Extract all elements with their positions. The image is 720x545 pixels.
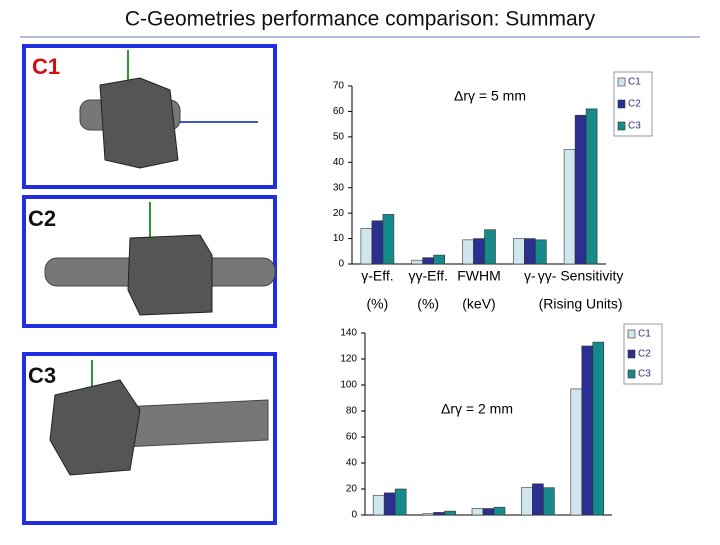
bar bbox=[523, 238, 536, 265]
bar bbox=[570, 388, 583, 516]
bar bbox=[574, 114, 587, 265]
bar bbox=[521, 487, 533, 516]
bar bbox=[484, 229, 496, 265]
legend-label: C3 bbox=[628, 121, 641, 132]
bar bbox=[433, 254, 446, 265]
y-tick-label: 70 bbox=[333, 81, 345, 92]
bar bbox=[462, 239, 474, 265]
y-tick-label: 40 bbox=[333, 157, 345, 168]
bar bbox=[473, 238, 485, 265]
y-tick-label: 30 bbox=[333, 182, 345, 193]
bar bbox=[422, 513, 434, 516]
bar bbox=[371, 220, 384, 265]
bar bbox=[372, 495, 385, 516]
slide-title: C-Geometries performance comparison: Sum… bbox=[125, 8, 596, 31]
bar bbox=[482, 508, 495, 516]
y-tick-label: 0 bbox=[351, 510, 357, 521]
bar bbox=[382, 214, 395, 265]
legend-label: C1 bbox=[628, 77, 641, 88]
bar bbox=[532, 483, 544, 516]
bar bbox=[444, 510, 456, 516]
bar bbox=[433, 512, 445, 516]
legend-swatch bbox=[627, 369, 636, 379]
bar bbox=[411, 259, 424, 265]
legend-label: C3 bbox=[638, 369, 651, 380]
panel-label: C2 bbox=[28, 206, 56, 231]
y-tick-label: 100 bbox=[340, 380, 357, 391]
x-tick-unit: (Rising Units) bbox=[539, 296, 623, 312]
bar bbox=[543, 487, 555, 516]
panel-label: C3 bbox=[28, 363, 56, 388]
bar bbox=[383, 492, 396, 516]
y-tick-label: 20 bbox=[333, 208, 345, 219]
legend-swatch bbox=[617, 121, 626, 131]
annotation: Δrγ = 5 mm bbox=[454, 88, 526, 104]
detector-image bbox=[44, 202, 276, 316]
bar bbox=[422, 257, 435, 265]
y-tick-label: 40 bbox=[346, 458, 358, 469]
annotation: Δrγ = 2 mm bbox=[441, 401, 513, 417]
x-tick-label: FWHM bbox=[457, 268, 501, 284]
panel-label: C1 bbox=[32, 54, 60, 79]
legend-label: C2 bbox=[638, 349, 651, 360]
bar bbox=[563, 149, 576, 265]
bar bbox=[585, 108, 598, 265]
bar bbox=[592, 341, 605, 516]
detector-image bbox=[79, 50, 258, 169]
y-tick-label: 80 bbox=[346, 406, 358, 417]
bar bbox=[581, 345, 594, 516]
bar bbox=[471, 508, 484, 516]
x-tick-unit: (%) bbox=[417, 296, 439, 312]
y-tick-label: 140 bbox=[340, 328, 357, 339]
legend-swatch bbox=[617, 99, 626, 109]
x-tick-label: γγ-Eff. bbox=[408, 268, 447, 284]
x-tick-unit: (keV) bbox=[462, 296, 495, 312]
y-tick-label: 60 bbox=[346, 432, 358, 443]
bar bbox=[360, 228, 373, 265]
x-tick-label: γγ- Sensitivity bbox=[538, 268, 624, 284]
y-tick-label: 120 bbox=[340, 354, 357, 365]
bar bbox=[512, 238, 525, 265]
legend-swatch bbox=[617, 77, 626, 87]
y-tick-label: 20 bbox=[346, 484, 358, 495]
y-tick-label: 60 bbox=[333, 106, 345, 117]
legend-swatch bbox=[627, 349, 636, 359]
bar bbox=[534, 239, 547, 265]
legend-label: C2 bbox=[628, 99, 641, 110]
x-tick-label: γ- bbox=[524, 268, 536, 284]
x-tick-label: γ-Eff. bbox=[361, 268, 393, 284]
bar bbox=[394, 488, 407, 516]
x-tick-unit: (%) bbox=[367, 296, 389, 312]
legend-label: C1 bbox=[638, 329, 651, 340]
legend-swatch bbox=[627, 329, 636, 339]
y-tick-label: 50 bbox=[333, 131, 345, 142]
bar bbox=[493, 506, 506, 516]
y-tick-label: 0 bbox=[338, 259, 344, 270]
detector-image bbox=[49, 360, 269, 476]
y-tick-label: 10 bbox=[333, 233, 345, 244]
